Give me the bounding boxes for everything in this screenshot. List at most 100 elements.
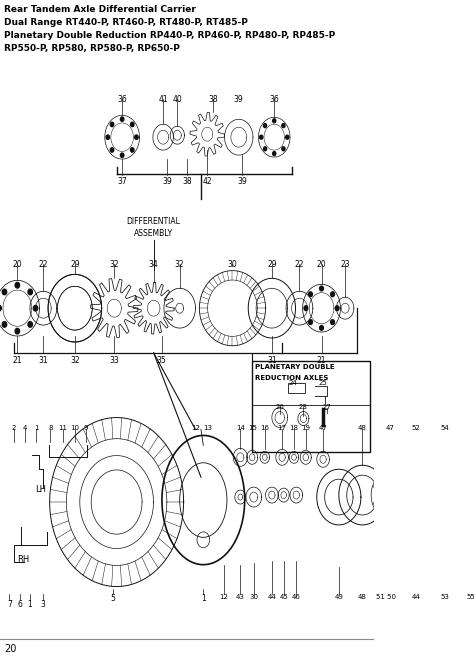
Bar	[288, 382, 305, 393]
Text: 8: 8	[48, 426, 53, 432]
Circle shape	[110, 148, 114, 152]
Text: 27: 27	[323, 403, 331, 409]
Circle shape	[2, 289, 7, 295]
Text: 20: 20	[4, 644, 16, 654]
Text: 54: 54	[440, 426, 449, 432]
Circle shape	[404, 493, 408, 497]
Text: 36: 36	[269, 95, 279, 104]
Circle shape	[439, 476, 443, 480]
Text: LH: LH	[36, 485, 46, 494]
Text: 32: 32	[70, 356, 80, 365]
Text: 22: 22	[295, 260, 304, 270]
Circle shape	[398, 508, 401, 513]
Text: 43: 43	[236, 594, 245, 600]
Circle shape	[374, 501, 378, 506]
Circle shape	[309, 292, 312, 297]
Text: 1: 1	[27, 600, 32, 609]
Text: 17: 17	[278, 426, 287, 432]
Text: 30: 30	[249, 594, 258, 600]
Circle shape	[260, 135, 263, 139]
Text: 55: 55	[467, 594, 474, 600]
Circle shape	[33, 306, 38, 311]
Circle shape	[130, 122, 134, 127]
Circle shape	[120, 153, 124, 157]
Circle shape	[319, 286, 323, 291]
Text: 44: 44	[267, 594, 276, 600]
Circle shape	[106, 135, 109, 139]
Circle shape	[120, 117, 124, 121]
Text: 13: 13	[203, 426, 212, 432]
Text: 38: 38	[182, 177, 191, 186]
Text: 1: 1	[34, 426, 38, 432]
Text: 35: 35	[157, 356, 166, 365]
Text: 28: 28	[299, 403, 308, 409]
Circle shape	[411, 509, 415, 513]
Circle shape	[457, 493, 460, 497]
Circle shape	[282, 123, 285, 127]
Circle shape	[2, 321, 7, 327]
Text: Rear Tandem Axle Differential Carrier: Rear Tandem Axle Differential Carrier	[4, 5, 196, 14]
Circle shape	[439, 510, 443, 515]
Text: 29: 29	[267, 260, 277, 270]
Text: Planetary Double Reduction RP440-P, RP460-P, RP480-P, RP485-P: Planetary Double Reduction RP440-P, RP46…	[4, 31, 335, 40]
Text: RH: RH	[18, 555, 30, 564]
Text: 53: 53	[440, 594, 449, 600]
Circle shape	[282, 147, 285, 151]
Text: 3: 3	[41, 600, 46, 609]
Text: 38: 38	[208, 95, 218, 104]
Circle shape	[428, 493, 431, 497]
Circle shape	[15, 283, 19, 288]
Text: 44: 44	[412, 594, 420, 600]
Text: 2: 2	[12, 426, 17, 432]
Text: 21: 21	[317, 356, 326, 365]
Circle shape	[452, 479, 455, 483]
Text: 4: 4	[23, 426, 27, 432]
Circle shape	[398, 478, 401, 482]
Circle shape	[309, 319, 312, 325]
Text: 42: 42	[202, 177, 212, 186]
Circle shape	[430, 501, 433, 505]
Text: 30: 30	[228, 260, 237, 270]
Text: 32: 32	[175, 260, 184, 270]
Circle shape	[110, 122, 114, 127]
Text: 33: 33	[109, 356, 119, 365]
Circle shape	[423, 506, 426, 510]
Text: 20: 20	[317, 260, 326, 270]
Bar	[252, 361, 370, 453]
Circle shape	[15, 329, 19, 334]
Text: 25: 25	[319, 380, 328, 386]
Circle shape	[130, 148, 134, 152]
Text: 6: 6	[17, 600, 22, 609]
Text: 48: 48	[358, 426, 367, 432]
Text: 23: 23	[340, 260, 350, 270]
Text: 12: 12	[219, 594, 228, 600]
Text: 19: 19	[301, 426, 310, 432]
Text: 24: 24	[289, 380, 298, 386]
Text: 51 50: 51 50	[376, 594, 396, 600]
Circle shape	[28, 289, 32, 295]
Text: 31: 31	[267, 356, 277, 365]
Circle shape	[385, 512, 389, 517]
Text: 1: 1	[201, 594, 206, 604]
Circle shape	[0, 306, 1, 311]
Text: 21: 21	[13, 356, 22, 365]
Text: 47: 47	[386, 426, 394, 432]
Text: RP550-P, RP580, RP580-P, RP650-P: RP550-P, RP580, RP580-P, RP650-P	[4, 44, 180, 52]
Text: 18: 18	[290, 426, 299, 432]
Text: 52: 52	[412, 426, 420, 432]
Text: 14: 14	[236, 426, 245, 432]
Text: 22: 22	[38, 260, 48, 270]
Circle shape	[286, 135, 289, 139]
Circle shape	[374, 484, 378, 489]
Text: 45: 45	[279, 594, 288, 600]
Circle shape	[403, 486, 406, 490]
Text: DIFFERENTIAL: DIFFERENTIAL	[127, 216, 181, 226]
Circle shape	[335, 306, 339, 310]
Text: 36: 36	[117, 95, 127, 104]
Text: 49: 49	[335, 594, 343, 600]
Text: 9: 9	[83, 426, 88, 432]
Circle shape	[385, 474, 389, 478]
Circle shape	[273, 119, 276, 123]
Text: 41: 41	[158, 95, 168, 104]
Text: 15: 15	[248, 426, 256, 432]
